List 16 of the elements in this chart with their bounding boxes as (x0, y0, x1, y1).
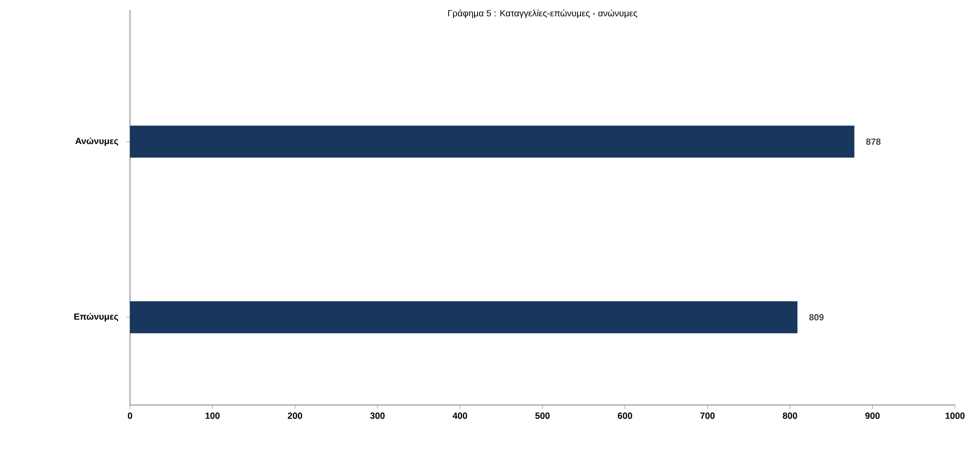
x-tick-label: 900 (865, 412, 880, 419)
data-label: 878 (866, 138, 881, 145)
x-tick-label: 700 (700, 412, 715, 419)
y-tick-label: Ανώνυμες (75, 137, 118, 146)
x-tick-label: 600 (618, 412, 632, 419)
x-tick-label: 500 (535, 412, 550, 419)
x-tick-label: 200 (288, 412, 302, 419)
chart-title: Γράφημα 5 : Καταγγελίες-επώνυμες - ανώνυμες (448, 10, 638, 18)
x-tick-label: 400 (452, 412, 468, 419)
x-tick-label: 100 (206, 412, 220, 419)
x-tick-label: 1000 (946, 412, 965, 419)
x-tick-label: 300 (370, 412, 385, 419)
data-label: 809 (809, 314, 824, 320)
y-tick-label: Επώνυμες (74, 313, 118, 322)
x-tick-label: 0 (128, 412, 132, 419)
x-tick-label: 800 (782, 412, 798, 419)
